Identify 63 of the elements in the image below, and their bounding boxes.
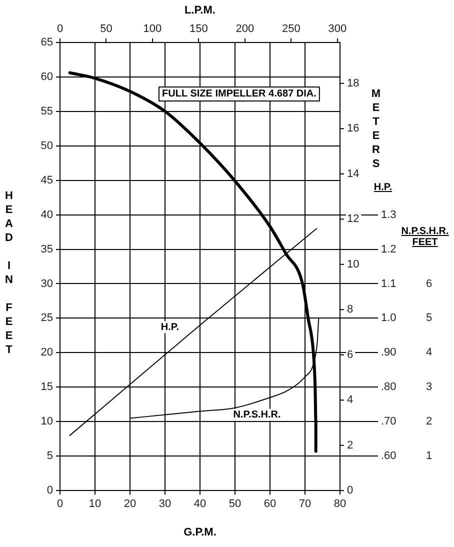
text: 2 [347,439,354,452]
y-axis-title: HEAD IN FEET [3,190,15,358]
x-axis-title: G.P.M. [184,526,216,538]
y-tick-label: 15 [40,381,53,394]
y-tick-label: 30 [40,278,53,290]
annotation: FULL SIZE IMPELLER 4.687 DIA. [162,88,317,100]
y-tick-label: 45 [40,174,53,186]
text: 14 [347,168,360,180]
x-tick-label: 40 [194,498,206,510]
x2-tick-label: 0 [56,22,64,35]
x2-tick-label: 250 [282,22,300,35]
y-tick-label: 60 [40,70,53,83]
y3-axis-title: N.P.S.H.R. FEET [400,226,450,248]
y2-tick-label: .60 [381,450,396,462]
y2-tick-label: .80 [381,381,396,394]
x-tick-label: 10 [88,498,102,510]
text: METERS [370,88,382,172]
y2-tick-label: 1.3 [381,208,396,221]
x2-tick-label: 150 [190,22,208,35]
x2-tick-label: 50 [100,22,112,35]
y3-tick-label: 6 [426,278,432,290]
x2-tick-label: 100 [143,22,162,35]
text: 4 [347,394,354,406]
y-tick-label: 40 [40,208,53,221]
x-tick-label: 30 [158,498,172,510]
y2-tick-label: 1.0 [381,312,396,324]
text: 16 [347,122,360,135]
series-label: N.P.S.H.R. [233,410,282,421]
x-tick-label: 20 [124,498,136,510]
x-tick-label: 60 [264,498,276,510]
text: 6 [347,348,354,361]
y3-tick-label: 2 [426,416,432,428]
text: 12 [347,213,360,226]
y2-axis-title: H.P. [372,182,394,193]
y-tick-label: 50 [40,140,53,152]
text: 0 [347,484,354,497]
text: 10 [347,258,360,270]
y3-tick-label: 3 [426,381,432,394]
y2-tick-label: 1.2 [381,243,396,256]
x-tick-label: 80 [334,498,346,510]
y2-tick-label: 1.1 [381,278,396,290]
y3-tick-label: 1 [426,450,432,462]
x-tick-label: 0 [56,498,64,510]
y-tick-label: 0 [46,484,53,497]
x-tick-label: 50 [228,498,242,510]
x2-tick-label: 200 [236,22,254,35]
x-tick-label: 70 [298,498,312,510]
y-tick-label: 10 [40,416,53,428]
y-tick-label: 55 [40,105,53,118]
y-tick-label: 20 [40,346,53,359]
x2-axis-title: L.P.M. [184,4,216,17]
x2-tick-label: 300 [328,22,347,35]
y-tick-label: 25 [40,312,53,324]
y3-tick-label: 4 [426,346,432,359]
y-tick-label: 65 [40,36,53,48]
y3-tick-label: 5 [426,312,432,324]
series-label: H.P. [160,322,180,333]
y2-tick-label: .70 [381,416,396,428]
text: 8 [347,304,354,316]
y-tick-label: 5 [46,450,53,462]
text: 18 [347,77,360,90]
y-tick-label: 35 [40,243,53,256]
y2-tick-label: .90 [381,346,396,359]
